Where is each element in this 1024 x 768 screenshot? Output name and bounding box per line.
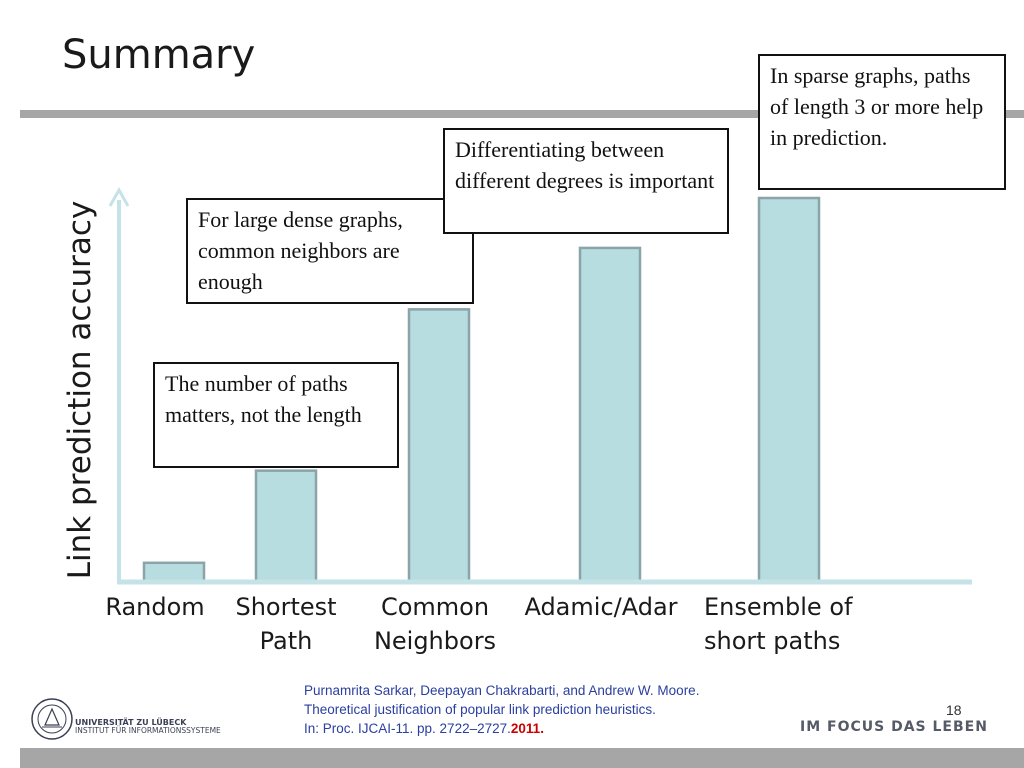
citation-authors: Purnamrita Sarkar, Deepayan Chakrabarti,… (304, 683, 700, 698)
category-label-line: Ensemble of (704, 593, 853, 621)
callout-number-of-paths: The number of paths matters, not the len… (153, 362, 399, 468)
category-label-adamic-adar: Adamic/Adar (518, 590, 684, 624)
category-label-line: Adamic/Adar (524, 593, 678, 621)
category-label-line: Shortest (235, 593, 337, 621)
category-label-random: Random (100, 590, 210, 624)
category-label-line: Path (259, 627, 313, 655)
citation-period: . (540, 721, 544, 736)
category-label-common-neighbors: Common Neighbors (364, 590, 506, 658)
callout-sparse-graphs: In sparse graphs, paths of length 3 or m… (758, 54, 1006, 190)
university-seal-icon (31, 698, 73, 740)
category-label-line: Neighbors (373, 627, 497, 655)
category-label-line: Random (105, 593, 205, 621)
citation-proceedings: In: Proc. IJCAI-11. pp. 2722–2727. (304, 721, 511, 736)
slide-title: Summary (62, 32, 256, 78)
university-name-line1: UNIVERSITÄT ZU LÜBECK (75, 718, 187, 727)
citation-venue: In: Proc. IJCAI-11. pp. 2722–2727.2011. (304, 719, 699, 738)
callout-dense-graphs: For large dense graphs, common neighbors… (186, 198, 474, 304)
bar-1 (254, 469, 318, 584)
category-label-line: short paths (704, 627, 841, 655)
category-label-line: Common (380, 593, 490, 621)
category-label-ensemble: Ensemble of short paths (704, 590, 866, 658)
callout-degrees: Differentiating between different degree… (443, 128, 729, 234)
university-name-line2: INSTITUT FÜR INFORMATIONSSYSTEME (75, 726, 221, 735)
bar-2 (407, 308, 471, 584)
citation-title: Theoretical justification of popular lin… (304, 702, 656, 717)
title-divider (20, 110, 1024, 118)
footer-bar (20, 748, 1024, 768)
footer-slogan: IM FOCUS DAS LEBEN (800, 719, 988, 735)
bar-3 (578, 246, 642, 584)
university-name: UNIVERSITÄT ZU LÜBECK INSTITUT FÜR INFOR… (75, 719, 221, 735)
bar-0 (142, 561, 206, 584)
citation-year: 2011 (510, 721, 541, 736)
y-axis-label: Link prediction accuracy (62, 200, 98, 580)
citation: Purnamrita Sarkar, Deepayan Chakrabarti,… (304, 681, 699, 738)
y-axis-arrow (108, 186, 130, 207)
category-label-shortest-path: Shortest Path (226, 590, 346, 658)
bar-4 (757, 196, 821, 584)
page-number: 18 (946, 702, 962, 718)
